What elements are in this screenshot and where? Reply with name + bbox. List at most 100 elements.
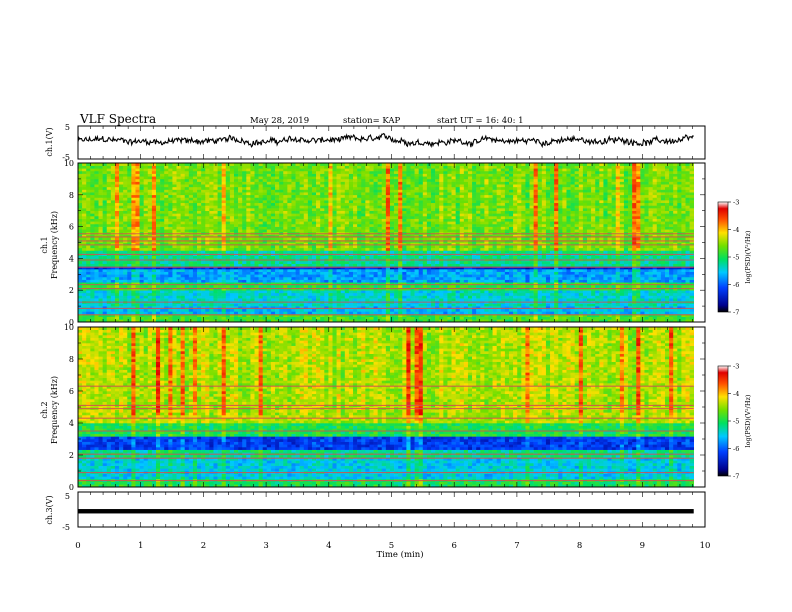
spectrogram-cell: [127, 306, 132, 310]
spectrogram-cell: [291, 295, 296, 299]
spectrogram-cell: [295, 276, 300, 280]
spectrogram-cell: [537, 284, 543, 288]
spectrogram-cell: [287, 298, 292, 302]
spectrogram-cell: [279, 292, 284, 296]
spectrogram-cell: [451, 261, 456, 264]
spectrogram-cell: [229, 282, 235, 286]
spectrogram-cell: [217, 250, 222, 254]
spectrogram-cell: [385, 274, 391, 278]
spectrogram-cell: [205, 255, 210, 259]
spectrogram-cell: [90, 242, 95, 246]
spectrogram-cell: [381, 237, 387, 241]
spectrogram-cell: [459, 319, 465, 323]
spectrogram-cell: [628, 271, 633, 275]
spectrogram-cell: [644, 295, 649, 299]
spectrogram-cell: [611, 314, 617, 317]
spectrogram-cell: [295, 247, 300, 251]
spectrogram-cell: [595, 306, 600, 310]
spectrogram-cell: [562, 290, 567, 294]
spectrogram-cell: [283, 247, 288, 251]
spectrogram-cell: [529, 274, 534, 278]
spectrogram-cell: [537, 255, 543, 259]
spectrogram-cell: [291, 298, 296, 302]
spectrogram-cell: [279, 269, 284, 272]
spectrogram-cell: [492, 263, 497, 267]
spectrogram-cell: [155, 274, 161, 278]
spectrogram-cell: [689, 314, 695, 317]
spectrogram-cell: [229, 274, 235, 278]
spectrogram-cell: [517, 269, 522, 272]
spectrogram-cell: [406, 266, 411, 270]
spectrogram-cell: [86, 279, 91, 283]
spectrogram-cell: [426, 292, 432, 296]
spectrogram-cell: [435, 290, 440, 294]
spectrogram-cell: [591, 303, 596, 307]
spectrogram-cell: [369, 250, 374, 254]
spectrogram-cell: [316, 274, 321, 278]
spectrogram-cell: [373, 271, 378, 275]
spectrogram-cell: [529, 284, 534, 288]
spectrogram-cell: [303, 269, 309, 272]
spectrogram-cell: [287, 250, 292, 254]
spectrogram-cell: [385, 292, 391, 296]
spectrogram-cell: [299, 245, 305, 249]
spectrogram-cell: [656, 276, 662, 280]
spectrogram-cell: [361, 255, 366, 259]
spectrogram-cell: [623, 276, 629, 280]
spectrogram-cell: [394, 311, 399, 315]
spectrogram-cell: [472, 261, 477, 264]
spectrogram-cell: [192, 279, 198, 283]
spectrogram-cell: [102, 290, 108, 294]
spectrogram-cell: [102, 292, 108, 296]
spectrogram-cell: [155, 237, 161, 241]
spectrogram-cell: [143, 234, 149, 238]
spectrogram-cell: [570, 271, 575, 275]
spectrogram-cell: [348, 282, 354, 286]
spectrogram-cell: [558, 276, 563, 280]
spectrogram-cell: [591, 284, 596, 288]
spectrogram-cell: [250, 234, 255, 238]
spectrogram-cell: [574, 292, 580, 296]
spectrogram-cell: [595, 298, 600, 302]
spectrogram-cell: [640, 279, 645, 283]
spectrogram-cell: [377, 274, 383, 278]
spectrogram-cell: [529, 250, 534, 254]
spectrogram-cell: [172, 245, 177, 249]
spectrogram-cell: [599, 266, 604, 270]
spectrogram-cell: [86, 306, 91, 310]
spectrogram-cell: [373, 247, 378, 251]
spectrogram-cell: [205, 314, 210, 317]
spectrogram-cell: [381, 247, 387, 251]
spectrogram-cell: [476, 266, 481, 270]
spectrogram-cell: [500, 237, 506, 241]
spectrogram-cell: [554, 314, 559, 317]
spectrogram-cell: [299, 269, 305, 272]
spectrogram-cell: [147, 316, 153, 320]
spectrogram-cell: [451, 250, 456, 254]
spectrogram-cell: [472, 276, 477, 280]
spectrogram-cell: [332, 319, 337, 323]
spectrogram-cell: [316, 250, 321, 254]
spectrogram-cell: [603, 237, 608, 241]
spectrogram-cell: [435, 255, 440, 259]
spectrogram-cell: [361, 263, 366, 267]
spectrogram-cell: [562, 274, 567, 278]
spectrogram-cell: [348, 295, 354, 299]
spectrogram-cell: [353, 255, 358, 259]
spectrogram-cell: [389, 311, 395, 315]
spectrogram-cell: [229, 290, 235, 294]
spectrogram-cell: [246, 316, 251, 320]
spectrogram-cell: [98, 271, 103, 275]
spectrogram-cell: [422, 316, 428, 320]
spectrogram-cell: [131, 261, 136, 264]
spectrogram-cell: [664, 245, 670, 249]
spectrogram-cell: [344, 234, 350, 238]
spectrogram-cell: [209, 319, 214, 323]
spectrogram-cell: [201, 279, 206, 283]
spectrogram-cell: [123, 245, 128, 249]
spectrogram-cell: [545, 242, 551, 246]
spectrogram-cell: [155, 284, 161, 288]
spectrogram-cell: [443, 282, 448, 286]
spectrogram-cell: [570, 290, 575, 294]
spectrogram-cell: [78, 247, 83, 251]
